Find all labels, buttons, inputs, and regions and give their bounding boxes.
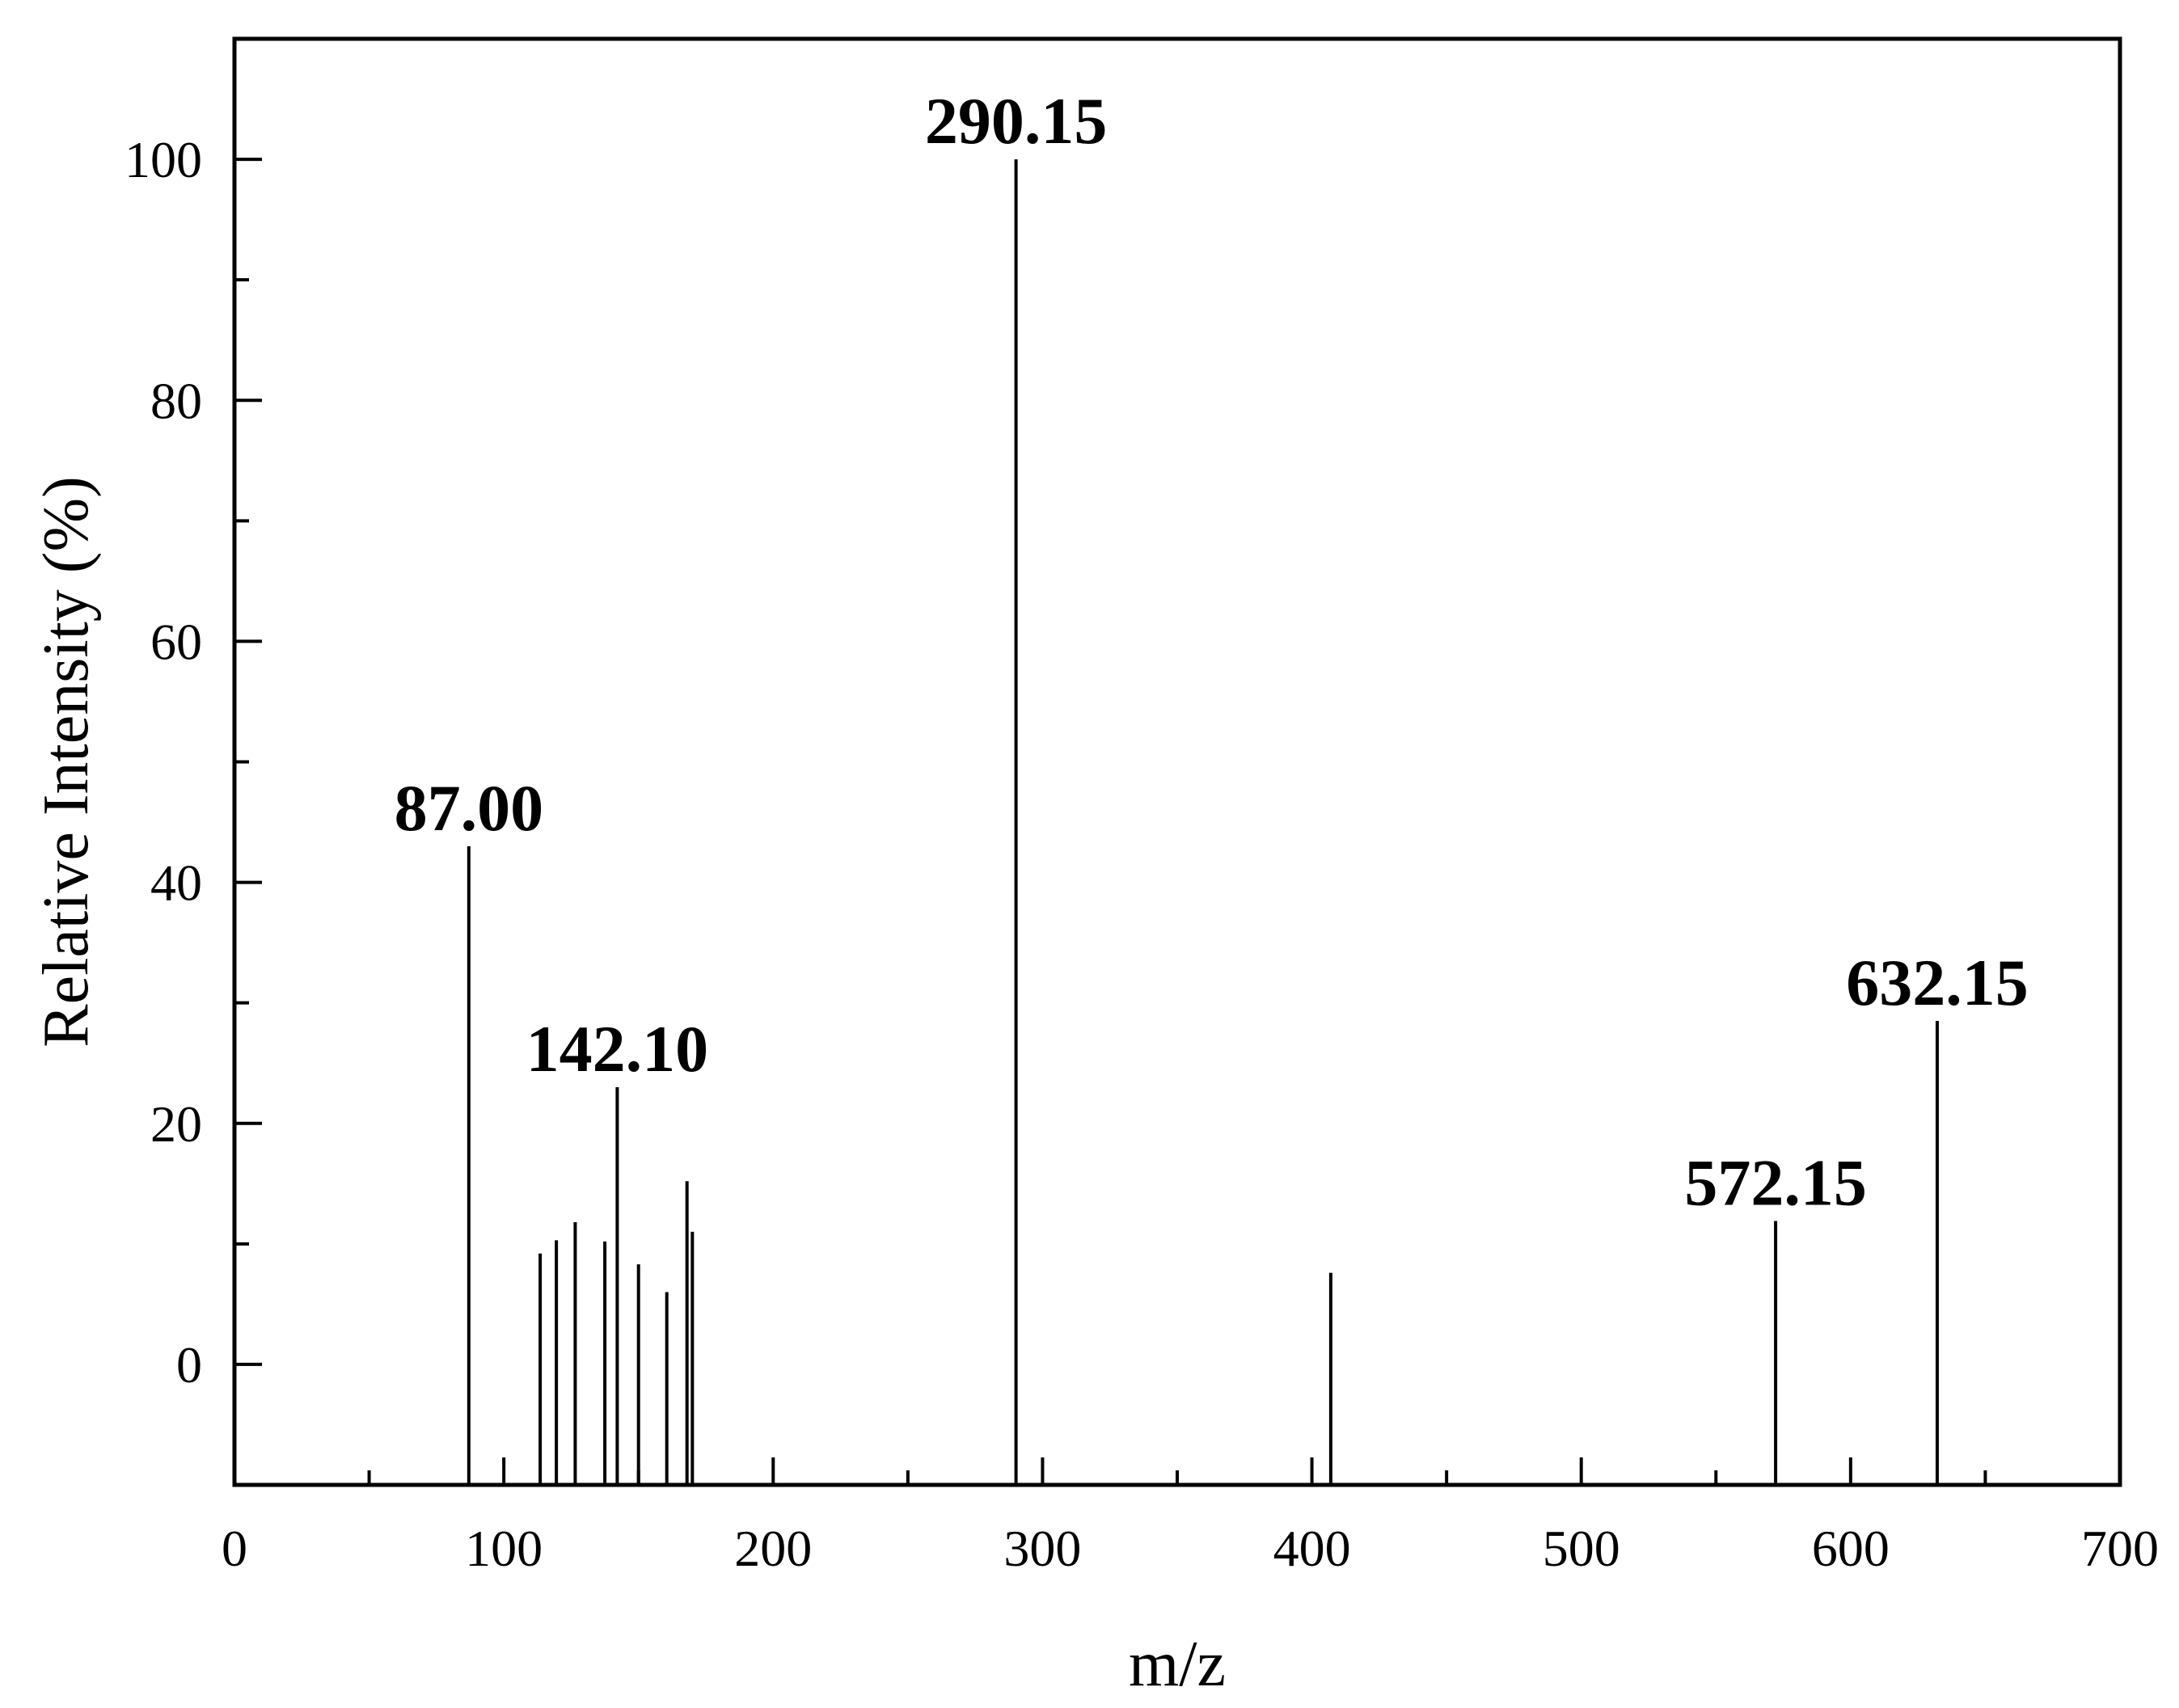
y-tick-labels: 0 20 40 60 80 100 bbox=[125, 131, 202, 1394]
y-tick-label: 100 bbox=[125, 131, 202, 188]
x-axis-title: m/z bbox=[1129, 1629, 1226, 1700]
x-tick-label: 500 bbox=[1543, 1520, 1620, 1577]
x-tick-labels: 0 100 200 300 400 500 600 700 bbox=[222, 1520, 2159, 1577]
x-tick-label: 700 bbox=[2081, 1520, 2159, 1577]
peak-label: 290.15 bbox=[925, 84, 1108, 158]
y-tick-label: 40 bbox=[150, 854, 202, 912]
peak-labels-layer: 87.00 142.10 290.15 572.15 632.15 bbox=[395, 84, 2029, 1219]
x-tick-label: 200 bbox=[734, 1520, 812, 1577]
plot-frame bbox=[232, 36, 2122, 1487]
ticks-layer bbox=[234, 158, 1987, 1485]
peak-label: 572.15 bbox=[1684, 1146, 1867, 1220]
x-tick-label: 100 bbox=[465, 1520, 543, 1577]
x-tick-label: 0 bbox=[222, 1520, 247, 1577]
x-tick-label: 600 bbox=[1812, 1520, 1890, 1577]
x-tick-label: 300 bbox=[1003, 1520, 1081, 1577]
peak-label: 632.15 bbox=[1846, 946, 2029, 1019]
y-tick-label: 60 bbox=[150, 613, 202, 670]
y-tick-label: 20 bbox=[150, 1095, 202, 1153]
x-tick-label: 400 bbox=[1273, 1520, 1351, 1577]
y-axis-title: Relative Intensity (%) bbox=[31, 476, 102, 1047]
peaks-layer bbox=[467, 159, 1939, 1485]
peak-label: 142.10 bbox=[526, 1012, 709, 1086]
y-tick-label: 80 bbox=[150, 372, 202, 429]
y-tick-label: 0 bbox=[176, 1336, 202, 1394]
peak-label: 87.00 bbox=[395, 771, 544, 845]
